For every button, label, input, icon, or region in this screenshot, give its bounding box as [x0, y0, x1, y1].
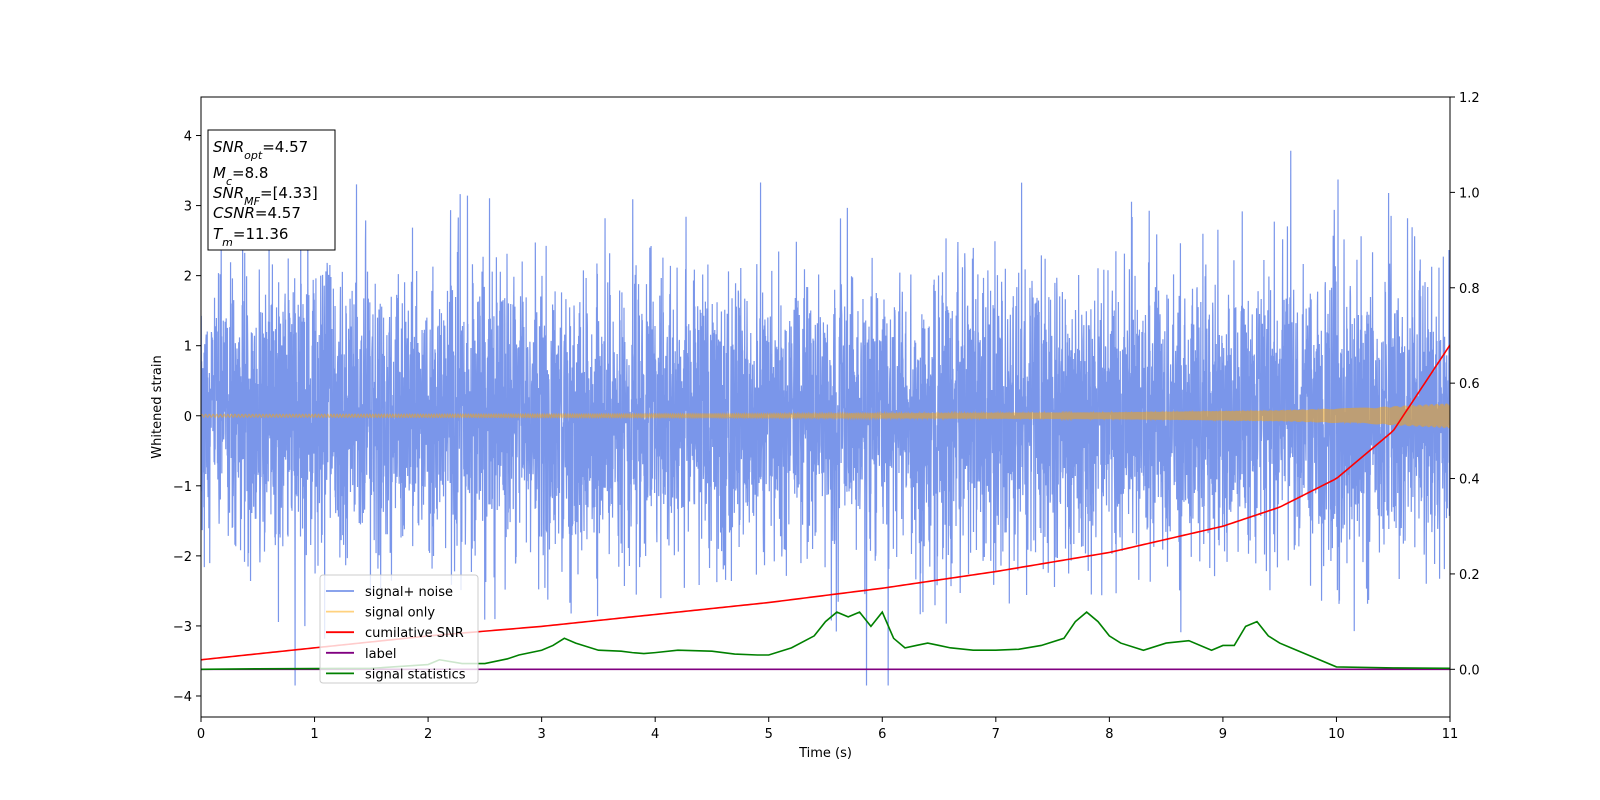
annotation-line: CSNR=4.57	[213, 204, 301, 222]
y-tick-label: 0	[184, 410, 192, 425]
annotation-frame	[207, 129, 336, 251]
x-tick-label: 8	[1105, 727, 1113, 742]
annotation-line: Mc=8.8	[213, 164, 268, 188]
y2-tick-label: 1.0	[1459, 186, 1480, 201]
x-tick-label: 11	[1442, 727, 1459, 742]
y-tick-label: 4	[184, 130, 192, 145]
x-tick-label: 1	[310, 727, 318, 742]
y2-tick-label: 1.2	[1459, 91, 1480, 106]
legend-label: label	[365, 647, 396, 662]
x-tick-label: 9	[1219, 727, 1227, 742]
y-tick-label: 2	[184, 270, 192, 285]
x-tick-label: 10	[1328, 727, 1345, 742]
y2-tick-label: 0.0	[1459, 663, 1480, 678]
x-tick-label: 7	[992, 727, 1000, 742]
annotation-line: SNRopt=4.57	[213, 138, 308, 162]
legend-label: signal only	[365, 606, 435, 621]
x-tick-label: 6	[878, 727, 886, 742]
x-tick-label: 0	[197, 727, 205, 742]
x-tick-label: 4	[651, 727, 659, 742]
legend-label: signal statistics	[365, 667, 466, 682]
y2-tick-label: 0.4	[1459, 473, 1480, 488]
y-tick-label: −3	[173, 620, 192, 635]
annotation-line: Tm=11.36	[213, 225, 288, 249]
legend-frame	[319, 574, 479, 684]
series-signal-statistics	[201, 610, 1450, 671]
y-axis-left: −4 −3 −2 −1 0 1 2 3 4	[173, 130, 201, 705]
y-axis-label: Whitened strain	[150, 355, 165, 458]
series-signal-only	[201, 403, 1450, 429]
y-tick-label: −2	[173, 550, 192, 565]
y2-tick-label: 0.8	[1459, 282, 1480, 297]
y-axis-right: 0.0 0.2 0.4 0.6 0.8 1.0 1.2	[1450, 91, 1480, 678]
x-axis: 0 1 2 3 4 5 6 7 8 9 10 11	[197, 717, 1458, 742]
y-tick-label: −4	[173, 690, 192, 705]
x-tick-label: 2	[424, 727, 432, 742]
y-tick-label: 1	[184, 340, 192, 355]
legend-label: cumilative SNR	[365, 626, 464, 641]
x-axis-label: Time (s)	[798, 746, 852, 761]
y2-tick-label: 0.2	[1459, 568, 1480, 583]
y-tick-label: 3	[184, 200, 192, 215]
legend: signal+ noise signal only cumilative SNR la…	[319, 574, 479, 684]
y-tick-label: −1	[173, 480, 192, 495]
annotation-box: SNRopt=4.57 Mc=8.8 SNRMF=[4.33] CSNR=4.5…	[207, 129, 336, 251]
legend-label: signal+ noise	[365, 585, 453, 600]
x-tick-label: 5	[765, 727, 773, 742]
y2-tick-label: 0.6	[1459, 377, 1480, 392]
plot-frame	[200, 96, 1451, 718]
x-tick-label: 3	[537, 727, 545, 742]
annotation-line: SNRMF=[4.33]	[213, 184, 318, 208]
series-signal-noise	[201, 150, 1450, 686]
